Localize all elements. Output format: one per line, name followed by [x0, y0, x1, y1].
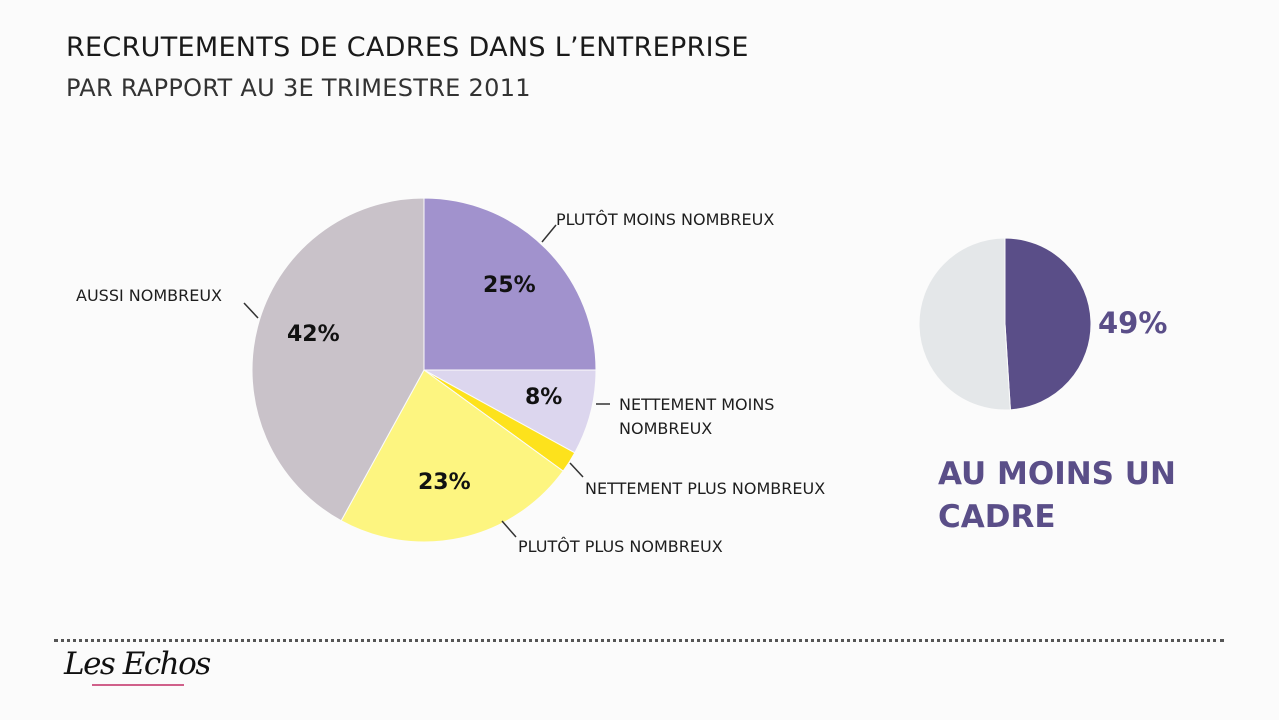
label-plutot-moins: PLUTÔT MOINS NOMBREUX: [556, 210, 775, 229]
value-au-moins-un-cadre: 49%: [1098, 306, 1168, 340]
label-nettement-plus: NETTEMENT PLUS NOMBREUX: [585, 479, 826, 498]
footer-divider: [54, 639, 1224, 642]
chart-subtitle: PAR RAPPORT AU 3E TRIMESTRE 2011: [66, 74, 531, 102]
leader-plutot-moins: [541, 224, 557, 243]
main-pie-slice-4: [251, 197, 425, 522]
value-plutot-moins: 25%: [483, 273, 536, 298]
main-pie-slice-0: [423, 197, 597, 371]
value-aussi: 42%: [287, 322, 340, 347]
label-aussi: AUSSI NOMBREUX: [76, 286, 223, 305]
title-au-moins-un-cadre: AU MOINS UN CADRE: [938, 456, 1176, 535]
chart-title: RECRUTEMENTS DE CADRES DANS L’ENTREPRISE: [66, 32, 749, 63]
cadre-pie-slice-0: [1004, 237, 1092, 411]
logo-underline: [92, 684, 184, 686]
leader-aussi: [243, 302, 259, 319]
label-nettement-moins: NETTEMENT MOINS NOMBREUX: [619, 395, 775, 438]
les-echos-logo: Les Echos: [64, 646, 211, 682]
cadre-pie-slice-1: [918, 237, 1011, 411]
value-nettement-moins: 8%: [525, 385, 563, 410]
main-pie-slice-3: [340, 369, 564, 543]
value-plutot-plus: 23%: [418, 470, 471, 495]
leader-nettement-plus: [569, 462, 584, 478]
leader-plutot-plus: [501, 520, 517, 538]
label-plutot-plus: PLUTÔT PLUS NOMBREUX: [518, 537, 723, 556]
